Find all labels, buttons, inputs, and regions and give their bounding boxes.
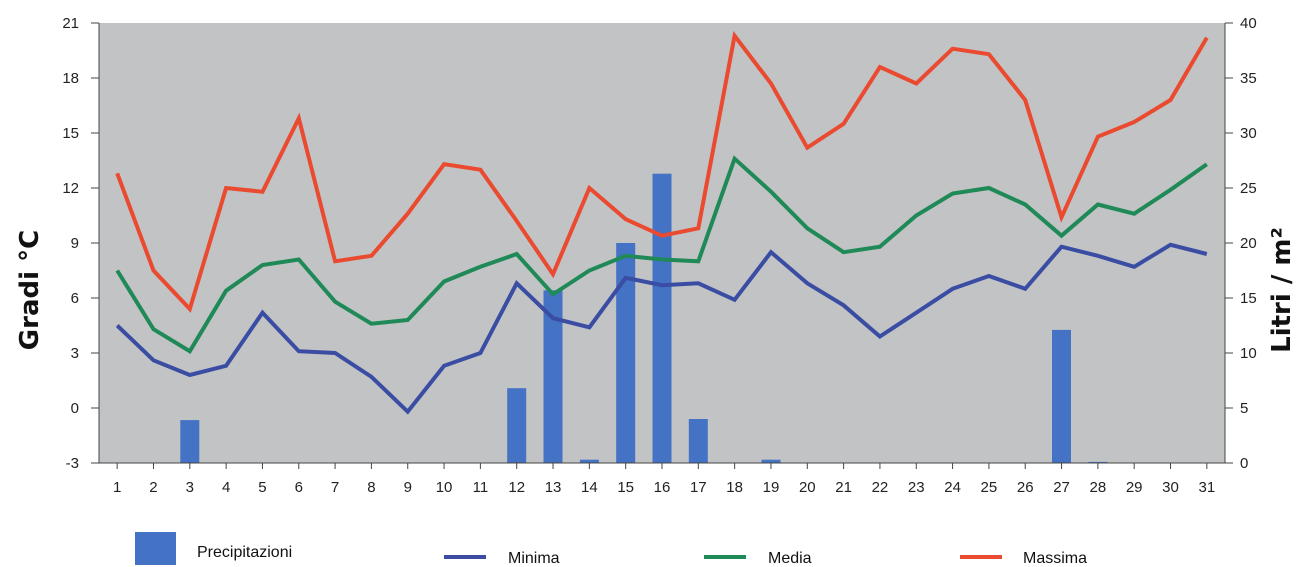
precipitazioni-bar-16 [652,173,672,463]
x-tick-label: 27 [1053,479,1070,496]
precipitazioni-bar-19 [761,459,781,463]
legend-media-label: Media [768,550,812,567]
x-tick-label: 2 [149,479,157,496]
x-tick-label: 20 [799,479,816,496]
right-tick-label: 0 [1240,455,1248,472]
right-tick-label: 15 [1240,290,1257,307]
legend-precipitazioni-label: Precipitazioni [197,544,292,561]
x-tick-label: 3 [186,479,194,496]
x-ticks: 1 2 3 4 5 6 7 8 9 10 11 12 13 14 15 16 17 18 19 20 21 22 23 24 2… [113,463,1215,496]
x-tick-label: 17 [690,479,707,496]
x-tick-label: 29 [1126,479,1143,496]
precipitation-bars [180,173,1108,464]
x-tick-label: 11 [473,479,489,496]
legend: Precipitazioni Minima Media Massima [135,532,1087,567]
right-tick-label: 5 [1240,400,1248,417]
right-tick-label: 30 [1240,125,1257,142]
legend-precipitazioni-swatch [135,532,176,565]
precipitazioni-bar-17 [688,419,708,463]
x-tick-label: 24 [944,479,961,496]
left-tick-label: 12 [62,180,79,197]
series-line-media [115,155,1208,354]
precipitazioni-bar-13 [543,290,563,463]
left-tick-label: 6 [71,290,79,307]
x-tick-label: 23 [908,479,925,496]
x-tick-label: 13 [545,479,562,496]
right-tick-label: 10 [1240,345,1257,362]
x-tick-label: 5 [258,479,266,496]
x-tick-label: 9 [404,479,412,496]
precipitazioni-bar-12 [507,388,527,463]
x-tick-label: 7 [331,479,339,496]
precipitazioni-bar-15 [616,243,636,463]
x-tick-label: 12 [508,479,525,496]
left-tick-label: 3 [71,345,79,362]
right-tick-label: 25 [1240,180,1257,197]
x-tick-label: 19 [763,479,780,496]
x-tick-label: 10 [436,479,453,496]
x-tick-label: 1 [113,479,121,496]
left-tick-label: 9 [71,235,79,252]
x-tick-label: 16 [654,479,671,496]
series-line-massima [115,31,1209,313]
x-tick-label: 25 [981,479,998,496]
left-tick-label: 15 [62,125,79,142]
series-line-minima [115,242,1208,415]
x-tick-label: 6 [295,479,303,496]
x-tick-label: 22 [872,479,889,496]
temperature-lines [115,31,1209,415]
right-tick-label: 35 [1240,70,1257,87]
precipitazioni-bar-3 [180,420,200,463]
x-tick-label: 15 [617,479,634,496]
x-tick-label: 30 [1162,479,1179,496]
right-tick-label: 40 [1240,15,1257,32]
right-y-ticks: 0 5 10 15 20 25 30 35 40 [1225,15,1257,472]
x-tick-label: 31 [1198,479,1215,496]
x-tick-label: 28 [1090,479,1107,496]
x-tick-label: 14 [581,479,598,496]
x-tick-label: 18 [726,479,743,496]
precipitazioni-bar-14 [579,459,599,463]
x-tick-label: 4 [222,479,230,496]
right-axis-title: Litri / m² [1267,227,1297,353]
left-axis-title: Gradi °C [15,230,45,350]
x-tick-label: 8 [367,479,375,496]
left-tick-label: 18 [62,70,79,87]
legend-massima-label: Massima [1023,550,1087,567]
legend-minima-label: Minima [508,550,560,567]
left-tick-label: 21 [62,15,79,32]
precipitazioni-bar-27 [1052,329,1071,463]
left-tick-label: -3 [66,455,79,472]
left-y-ticks: -3 0 3 6 9 12 15 18 21 [62,15,99,472]
x-tick-label: 21 [835,479,852,496]
left-tick-label: 0 [71,400,79,417]
x-tick-label: 26 [1017,479,1034,496]
right-tick-label: 20 [1240,235,1257,252]
